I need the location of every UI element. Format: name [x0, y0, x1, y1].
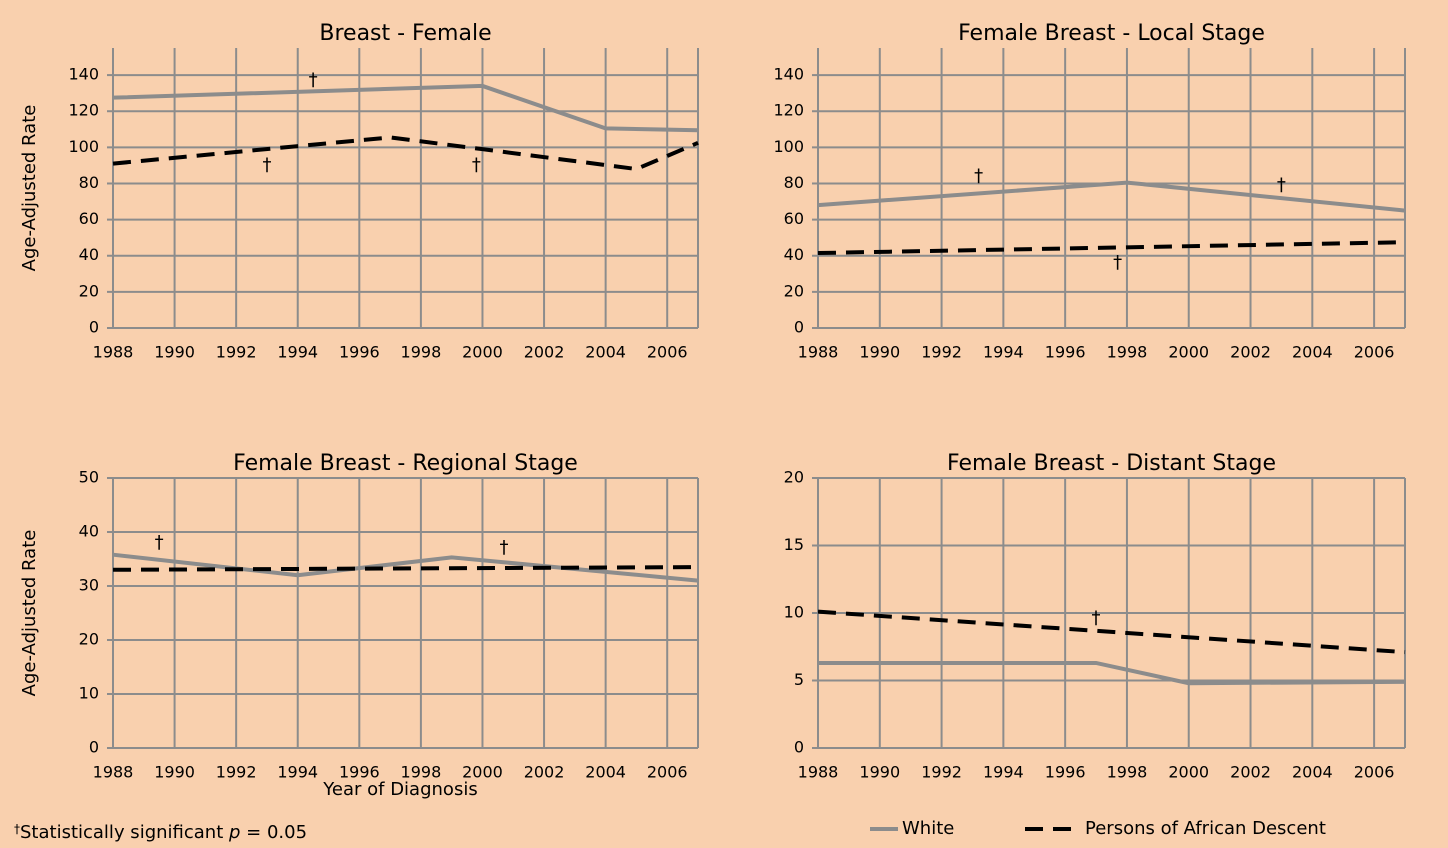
x-tick-label: 1990	[859, 763, 900, 782]
y-tick-label: 100	[773, 137, 804, 156]
chart-title: Female Breast - Distant Stage	[947, 451, 1276, 476]
y-tick-label: 80	[79, 173, 99, 192]
y-tick-label: 50	[79, 468, 99, 487]
series-line	[817, 180, 1406, 213]
y-tick-label: 30	[79, 576, 99, 595]
y-tick-label: 60	[784, 209, 804, 228]
y-tick-label: 5	[794, 670, 804, 689]
footnote-text: Statistically significant	[20, 822, 229, 843]
legend-label: White	[902, 818, 954, 839]
y-tick-label: 120	[773, 101, 804, 120]
chart-title: Female Breast - Local Stage	[958, 21, 1265, 46]
annotation: †	[1113, 252, 1122, 273]
x-tick-label: 2006	[1354, 343, 1395, 362]
annotation: †	[309, 70, 318, 91]
x-tick-label: 1992	[921, 343, 962, 362]
y-tick-label: 0	[89, 318, 99, 337]
x-tick-label: 1998	[1107, 763, 1148, 782]
x-axis-title: Year of Diagnosis	[322, 779, 477, 800]
y-axis-title: Age-Adjusted Rate	[19, 530, 40, 697]
chart-title: Breast - Female	[319, 21, 491, 46]
y-tick-label: 40	[784, 245, 804, 264]
x-tick-label: 2006	[647, 343, 688, 362]
x-tick-label: 1988	[798, 343, 839, 362]
x-tick-label: 2006	[647, 763, 688, 782]
series-line	[817, 240, 1406, 256]
annotation: †	[500, 537, 509, 558]
x-tick-label: 2006	[1354, 763, 1395, 782]
y-tick-label: 60	[79, 209, 99, 228]
x-tick-label: 1988	[93, 763, 134, 782]
legend-label: Persons of African Descent	[1085, 818, 1326, 839]
y-tick-label: 10	[79, 684, 99, 703]
annotation: †	[472, 154, 481, 175]
x-tick-label: 1998	[1107, 343, 1148, 362]
x-tick-label: 1994	[277, 343, 318, 362]
series-line	[817, 609, 1406, 655]
x-tick-label: 1992	[921, 763, 962, 782]
x-tick-label: 1988	[93, 343, 134, 362]
y-tick-label: 0	[794, 318, 804, 337]
series-line	[818, 660, 1406, 686]
x-tick-label: 2004	[1292, 343, 1333, 362]
footnote-symbol: p	[228, 822, 240, 843]
x-tick-label: 1994	[983, 763, 1024, 782]
x-tick-label: 2000	[462, 343, 503, 362]
x-tick-label: 2002	[524, 763, 565, 782]
x-tick-label: 2004	[585, 763, 626, 782]
x-tick-label: 2004	[1292, 763, 1333, 782]
chart-title: Female Breast - Regional Stage	[233, 451, 578, 476]
y-tick-label: 20	[79, 281, 99, 300]
x-tick-label: 1990	[154, 343, 195, 362]
x-tick-label: 1994	[277, 763, 318, 782]
x-tick-label: 1992	[216, 763, 257, 782]
y-tick-label: 100	[68, 137, 99, 156]
x-tick-label: 2002	[1230, 763, 1271, 782]
x-tick-label: 1998	[401, 343, 442, 362]
x-tick-label: 2000	[462, 763, 503, 782]
y-tick-label: 15	[784, 535, 804, 554]
y-tick-label: 140	[68, 65, 99, 84]
x-tick-label: 2002	[524, 343, 565, 362]
x-tick-label: 2000	[1168, 343, 1209, 362]
y-tick-label: 20	[79, 630, 99, 649]
x-tick-label: 1996	[1045, 343, 1086, 362]
annotation: †	[974, 165, 983, 186]
x-tick-label: 1990	[859, 343, 900, 362]
x-tick-label: 2000	[1168, 763, 1209, 782]
x-tick-label: 1998	[401, 763, 442, 782]
y-tick-label: 10	[784, 603, 804, 622]
footnote-mark: †	[14, 822, 20, 836]
annotation: †	[1092, 607, 1101, 628]
annotation: †	[1277, 174, 1286, 195]
series-line	[112, 565, 699, 572]
y-tick-label: 40	[79, 245, 99, 264]
annotation: †	[262, 154, 271, 175]
x-tick-label: 1994	[983, 343, 1024, 362]
y-tick-label: 0	[89, 738, 99, 757]
y-tick-label: 120	[68, 101, 99, 120]
y-tick-label: 140	[773, 65, 804, 84]
y-axis-title: Age-Adjusted Rate	[19, 105, 40, 272]
y-tick-label: 20	[784, 281, 804, 300]
y-tick-label: 20	[784, 468, 804, 487]
x-tick-label: 1988	[798, 763, 839, 782]
x-tick-label: 1992	[216, 343, 257, 362]
x-tick-label: 2002	[1230, 343, 1271, 362]
footnote-rest: = 0.05	[240, 822, 307, 843]
y-tick-label: 0	[794, 738, 804, 757]
annotation: †	[155, 532, 164, 553]
x-tick-label: 1990	[154, 763, 195, 782]
x-tick-label: 1996	[339, 763, 380, 782]
y-tick-label: 40	[79, 522, 99, 541]
y-tick-label: 80	[784, 173, 804, 192]
series-line	[112, 135, 699, 172]
x-tick-label: 2004	[585, 343, 626, 362]
x-tick-label: 1996	[339, 343, 380, 362]
footnote: †Statistically significant p = 0.05	[14, 822, 307, 844]
x-tick-label: 1996	[1045, 763, 1086, 782]
series-line	[112, 83, 699, 133]
